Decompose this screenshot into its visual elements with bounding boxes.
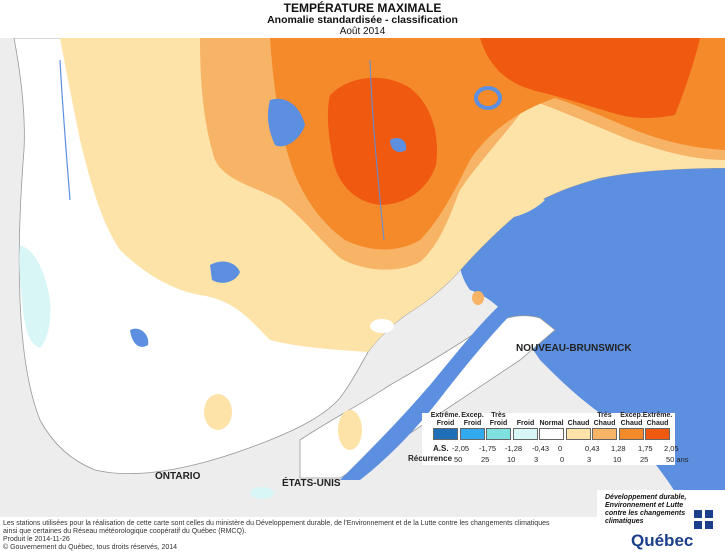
label-new-brunswick: NOUVEAU-BRUNSWICK bbox=[516, 343, 632, 354]
legend-class-header: Chaud bbox=[562, 420, 595, 428]
legend-recurrence-value: 25 bbox=[640, 455, 649, 464]
legend-as-value: -2,05 bbox=[452, 444, 470, 453]
ministry-line: Développement durable, bbox=[605, 494, 687, 501]
legend-class-header: Froid bbox=[509, 420, 542, 428]
legend-as-label: A.S. bbox=[433, 444, 449, 453]
warm-patch-estrie bbox=[338, 410, 362, 450]
legend-as-value: -0,43 bbox=[532, 444, 550, 453]
legend-class-header-line: Froid bbox=[516, 420, 535, 427]
normal-patch-a bbox=[370, 319, 394, 333]
fleur-de-lis-icon bbox=[705, 521, 713, 529]
legend-as-value: 1,28 bbox=[611, 444, 626, 453]
extreme-warm-zone-west bbox=[327, 77, 437, 205]
legend-recurrence-value: 3 bbox=[534, 455, 539, 464]
label-united-states: ÉTATS-UNIS bbox=[282, 478, 341, 489]
legend-swatch bbox=[460, 428, 485, 440]
legend-swatch bbox=[433, 428, 458, 440]
map-area: NOUVEAU-BRUNSWICK ONTARIO ÉTATS-UNIS bbox=[0, 38, 725, 517]
lake-central bbox=[390, 138, 407, 152]
lake-west bbox=[130, 328, 149, 347]
fleur-de-lis-icon bbox=[694, 521, 702, 529]
legend-class-header: Extrême. Froid bbox=[429, 412, 462, 428]
legend-as-value: -1,75 bbox=[479, 444, 497, 453]
legend-as-value: -1,28 bbox=[505, 444, 523, 453]
manicouagan-reservoir bbox=[474, 86, 502, 110]
lake-saint-jean bbox=[210, 261, 240, 283]
legend-swatch bbox=[566, 428, 591, 440]
legend-class-header: Extrême. Chaud bbox=[641, 412, 674, 428]
footer-copyright: © Gouvernement du Québec, tous droits ré… bbox=[3, 544, 178, 551]
legend-swatch bbox=[539, 428, 564, 440]
footer-produced: Produit le 2014-11-26 bbox=[3, 536, 70, 543]
legend-swatch bbox=[592, 428, 617, 440]
legend-swatch bbox=[645, 428, 670, 440]
legend-swatch bbox=[619, 428, 644, 440]
legend-class-header: Très Chaud bbox=[588, 412, 621, 428]
legend-swatch bbox=[486, 428, 511, 440]
map-subtitle: Anomalie standardisée - classification bbox=[267, 14, 458, 26]
legend-as-value: 1,75 bbox=[638, 444, 653, 453]
lake-mistassini bbox=[267, 98, 305, 147]
legend-class-header-line: Excep. bbox=[461, 412, 484, 419]
legend-class-header-line: Extrême. bbox=[642, 412, 673, 419]
legend-recurrence-value: 10 bbox=[507, 455, 516, 464]
ministry-line: climatiques bbox=[605, 518, 644, 525]
legend-as-value: 0 bbox=[558, 444, 563, 453]
legend-recurrence-value: 10 bbox=[613, 455, 622, 464]
legend-recurrence-value: 0 bbox=[560, 455, 565, 464]
very-warm-patch-gaspe bbox=[472, 291, 484, 305]
map-title-block: TEMPÉRATURE MAXIMALE Anomalie standardis… bbox=[0, 0, 725, 38]
legend-class-header-line: Froid bbox=[463, 420, 482, 427]
map-svg bbox=[0, 38, 725, 517]
legend-swatch bbox=[513, 428, 538, 440]
warm-patch-south bbox=[204, 394, 232, 430]
legend-class-header: Excep. Froid bbox=[456, 412, 489, 428]
quebec-wordmark: Québec bbox=[631, 531, 694, 550]
footer-line-2: ainsi que certaines du Réseau météorolog… bbox=[3, 528, 247, 535]
legend-recurrence-value: 25 bbox=[481, 455, 490, 464]
legend-class-header-line: Chaud bbox=[620, 420, 643, 427]
legend-recurrence-label: Récurrence bbox=[408, 454, 453, 463]
footer-line-1: Les stations utilisées pour la réalisati… bbox=[3, 520, 550, 527]
legend-class-header-line: Très bbox=[491, 412, 506, 419]
fleur-de-lis-icon bbox=[694, 510, 702, 518]
map-period: Août 2014 bbox=[339, 26, 386, 37]
legend-class-header-line: Excep. bbox=[620, 412, 643, 419]
legend-recurrence-value: 50 bbox=[454, 455, 463, 464]
fleur-de-lis-icon bbox=[705, 510, 713, 518]
river-north bbox=[369, 59, 385, 241]
legend-class-header-line: Chaud bbox=[646, 420, 669, 427]
legend-class-header-line: Extrême. bbox=[430, 412, 461, 419]
legend-class-header-line: Froid bbox=[436, 420, 455, 427]
legend-class-header-line: Chaud bbox=[593, 420, 616, 427]
legend-class-header-line: Très bbox=[597, 412, 612, 419]
map-title: TEMPÉRATURE MAXIMALE bbox=[283, 1, 442, 15]
legend-recurrence-value: 3 bbox=[587, 455, 592, 464]
legend-class-header: Très Froid bbox=[482, 412, 515, 428]
legend-recurrence-value: 50 ans bbox=[666, 455, 689, 464]
warm-zone-east bbox=[468, 189, 545, 221]
legend-class-header-line: Chaud bbox=[567, 420, 590, 427]
cold-patch-west bbox=[19, 245, 51, 348]
legend-class-header: Normal bbox=[535, 420, 568, 428]
legend-class-header: Excep. Chaud bbox=[615, 412, 648, 428]
st-lawrence-river bbox=[340, 300, 520, 480]
quebec-logo: Développement durable, Environnement et … bbox=[597, 490, 725, 552]
extreme-warm-zone-east bbox=[480, 38, 700, 119]
cold-patch-south bbox=[250, 487, 274, 499]
legend-as-value: 0,43 bbox=[585, 444, 600, 453]
legend-class-header-line: Froid bbox=[489, 420, 508, 427]
ministry-name: Développement durable, Environnement et … bbox=[605, 494, 686, 526]
legend-class-header-line: Normal bbox=[539, 420, 564, 427]
ministry-line: Environnement et Lutte bbox=[605, 502, 684, 509]
label-ontario: ONTARIO bbox=[155, 471, 201, 482]
legend-as-value: 2,05 bbox=[664, 444, 679, 453]
ministry-line: contre les changements bbox=[605, 510, 686, 517]
river-west bbox=[59, 59, 71, 201]
